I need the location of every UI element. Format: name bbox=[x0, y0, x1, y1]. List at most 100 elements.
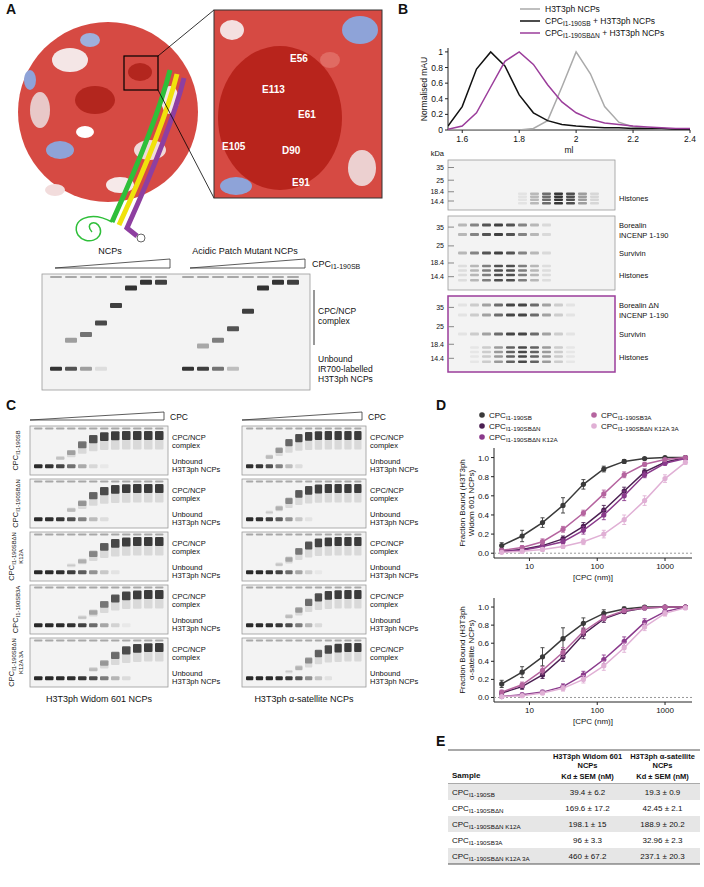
gel-band bbox=[482, 233, 491, 236]
gel-band bbox=[285, 464, 292, 468]
gel-band bbox=[256, 464, 263, 468]
error-bar bbox=[602, 510, 606, 520]
gel-band bbox=[111, 481, 120, 483]
x-axis bbox=[494, 558, 692, 559]
band-label: CPC/NCPcomplex bbox=[370, 539, 404, 556]
error-bar bbox=[520, 549, 524, 553]
error-bar bbox=[561, 498, 565, 513]
error-bar bbox=[520, 530, 524, 541]
gel-band bbox=[67, 481, 76, 483]
marker bbox=[622, 609, 627, 614]
text-span: complex bbox=[370, 653, 398, 662]
gel-band bbox=[122, 485, 131, 503]
gel-band bbox=[100, 661, 109, 668]
gel-band bbox=[144, 432, 153, 450]
y-tick bbox=[445, 114, 448, 115]
row-shade bbox=[448, 784, 700, 800]
error-bar bbox=[561, 545, 565, 549]
legend-entry: CPCI1-190SBΔN K12A 3A bbox=[601, 422, 679, 432]
gel-band bbox=[295, 491, 302, 505]
gel-band bbox=[590, 202, 599, 205]
gel-band bbox=[315, 481, 322, 483]
marker bbox=[540, 690, 545, 695]
gel-band bbox=[506, 355, 515, 358]
table-cell: CPCI1-190SBΔN K12A 3A bbox=[452, 852, 530, 862]
wedge bbox=[55, 259, 170, 268]
gel-band bbox=[56, 570, 65, 574]
gel-band bbox=[542, 279, 551, 282]
y-tick-label: 0.0 bbox=[478, 549, 490, 558]
gel-band bbox=[111, 570, 120, 574]
gel-band bbox=[89, 668, 98, 671]
gel-band bbox=[133, 591, 142, 608]
gel-band bbox=[470, 314, 479, 317]
marker bbox=[601, 532, 606, 537]
gel-band bbox=[506, 361, 515, 364]
marker bbox=[520, 692, 525, 697]
marker-label: 14.4 bbox=[430, 355, 444, 362]
gel-band bbox=[325, 538, 332, 555]
y-tick-label: 0.0 bbox=[478, 693, 490, 702]
gel-band bbox=[285, 640, 292, 642]
gel-band bbox=[78, 617, 87, 619]
y-tick-label: 0.6 bbox=[478, 492, 490, 501]
gel-band bbox=[494, 252, 503, 255]
band-label: UnboundH3T3ph NCPs bbox=[370, 616, 419, 633]
gel-band bbox=[566, 314, 575, 317]
error-bar bbox=[683, 460, 687, 464]
panel-letter: A bbox=[6, 1, 16, 17]
gel-band bbox=[325, 640, 332, 642]
gel-band bbox=[285, 614, 292, 618]
text-span: I1-190SB bbox=[331, 263, 361, 270]
text-span: IR700-labelled bbox=[318, 364, 373, 374]
gel-band bbox=[266, 455, 273, 459]
residue-label: E56 bbox=[290, 53, 308, 64]
table-subheader: Kd ± SEM (nM) bbox=[561, 772, 614, 781]
gel-band bbox=[155, 640, 164, 642]
y-tick-label: 0.6 bbox=[478, 639, 490, 648]
text-span: α-satellite NCPs) bbox=[467, 620, 476, 681]
text-span: CPC bbox=[312, 259, 332, 269]
ladder-band bbox=[448, 326, 454, 327]
bracket bbox=[314, 290, 315, 345]
gel-band bbox=[100, 488, 109, 504]
gel-band bbox=[458, 279, 467, 282]
gel-band bbox=[335, 481, 342, 483]
gel-band bbox=[197, 367, 209, 371]
gel-band bbox=[482, 361, 491, 364]
gel-band bbox=[50, 276, 62, 278]
gel bbox=[242, 426, 366, 475]
gel-band bbox=[344, 640, 351, 642]
gel-band bbox=[590, 196, 599, 199]
gel-band bbox=[518, 361, 527, 364]
gel-band bbox=[295, 481, 302, 483]
inset-patch bbox=[218, 46, 342, 190]
gel-band bbox=[542, 223, 551, 226]
band-label: UnboundH3T3ph NCPs bbox=[172, 563, 221, 580]
gel-band bbox=[344, 644, 351, 662]
marker bbox=[622, 608, 627, 613]
gel-band bbox=[155, 644, 164, 662]
x-tick-label: 100 bbox=[591, 706, 605, 715]
gel-band bbox=[295, 666, 302, 670]
legend-entry: CPCI1-190SB bbox=[489, 411, 532, 421]
gel-band bbox=[266, 640, 273, 642]
helix bbox=[127, 78, 184, 236]
band-label: CPC/NCPcomplex bbox=[370, 645, 404, 662]
legend-entry: CPCI1-190SB3A bbox=[601, 411, 652, 421]
protein-label: INCENP 1-190 bbox=[619, 231, 668, 240]
gel-band bbox=[518, 304, 527, 307]
ladder-band bbox=[448, 307, 454, 308]
gel-band bbox=[344, 428, 351, 430]
gel-band bbox=[122, 640, 131, 642]
x-tick-label: 2.2 bbox=[627, 134, 639, 144]
gel-band bbox=[56, 517, 65, 521]
gel-band bbox=[530, 223, 539, 226]
column-label: H3T3ph α-satellite NCPs bbox=[254, 694, 354, 704]
gel-band bbox=[335, 591, 342, 608]
panel-c: CPCCPC/NCPcomplexUnboundH3T3ph NCPsCPCI1… bbox=[7, 412, 419, 704]
gel-band bbox=[530, 233, 539, 236]
gel-band bbox=[266, 517, 273, 521]
marker bbox=[499, 694, 504, 699]
text-span: CPC bbox=[489, 411, 506, 420]
